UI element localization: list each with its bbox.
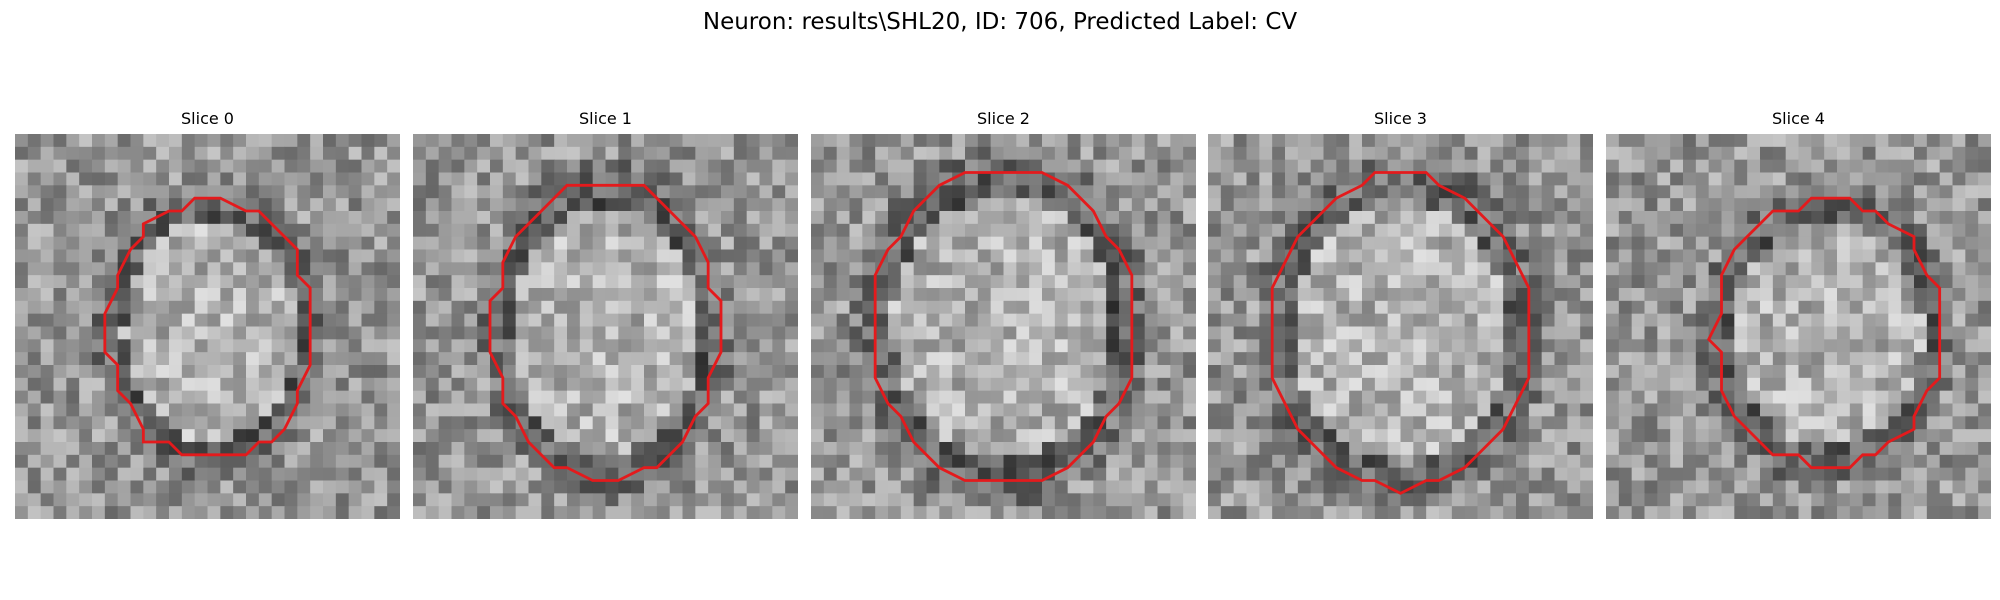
slice-panel-4: Slice 4 (1606, 107, 1991, 519)
red-contour (873, 171, 1134, 482)
slice-title: Slice 3 (1374, 109, 1427, 128)
slice-panel-0: Slice 0 (15, 107, 400, 519)
slice-panel-2: Slice 2 (811, 107, 1196, 519)
slice-title: Slice 4 (1772, 109, 1825, 128)
slice-panel-3: Slice 3 (1208, 107, 1593, 519)
red-contour (1706, 196, 1942, 470)
slice-panel-1: Slice 1 (413, 107, 798, 519)
slice-image-4 (1606, 134, 1991, 519)
red-contour (1270, 171, 1531, 495)
slice-image-2 (811, 134, 1196, 519)
figure-title: Neuron: results\SHL20, ID: 706, Predicte… (702, 9, 1298, 35)
slice-title: Slice 1 (579, 109, 632, 128)
red-contour (488, 183, 723, 482)
slice-image-1 (413, 134, 798, 519)
red-contour (103, 196, 312, 457)
slice-title: Slice 2 (977, 109, 1030, 128)
slice-image-0 (15, 134, 400, 519)
slice-image-3 (1208, 134, 1593, 519)
slice-title: Slice 0 (181, 109, 234, 128)
